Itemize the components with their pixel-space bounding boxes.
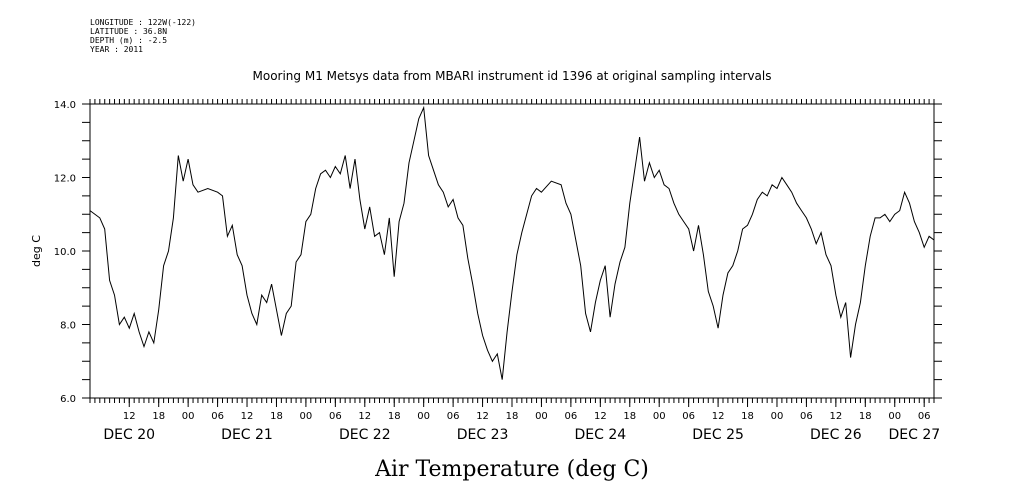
y-axis-label: deg C — [30, 235, 43, 267]
plot-frame — [89, 103, 935, 399]
x-axis: 12 18 00 06 12 18 00 06 12 18 00 06 12 18 00 06 12 18 00 06… — [89, 99, 941, 443]
x-hour-label: 18 — [152, 411, 165, 422]
x-hour-label: 06 — [211, 411, 224, 422]
x-hour-label: 12 — [476, 411, 489, 422]
x-hour-label: 12 — [594, 411, 607, 422]
year-text: YEAR : 2011 — [90, 45, 143, 54]
chart-title: Mooring M1 Metsys data from MBARI instru… — [253, 69, 772, 83]
x-hour-label: 00 — [535, 411, 548, 422]
x-hour-label: 12 — [829, 411, 842, 422]
x-day-label: DEC 20 — [103, 427, 155, 443]
x-hour-label: 18 — [859, 411, 872, 422]
x-hour-label: 00 — [888, 411, 901, 422]
x-axis-label: Air Temperature (deg C) — [374, 457, 649, 482]
x-hour-label: 18 — [623, 411, 636, 422]
x-hour-label: 18 — [270, 411, 283, 422]
x-hour-label: 12 — [241, 411, 254, 422]
y-tick-label: 6.0 — [60, 394, 76, 405]
depth-text: DEPTH (m) : -2.5 — [90, 36, 168, 45]
y-tick-label: 10.0 — [54, 247, 76, 258]
x-hour-label: 06 — [682, 411, 695, 422]
x-hour-label: 00 — [771, 411, 784, 422]
x-hour-label: 18 — [741, 411, 754, 422]
latitude-text: LATITUDE : 36.8N — [90, 27, 168, 36]
metadata-block: LONGITUDE : 122W(-122) LATITUDE : 36.8N … — [90, 18, 196, 54]
x-hour-label: 06 — [918, 411, 931, 422]
x-hour-label: 12 — [123, 411, 136, 422]
x-hour-label: 00 — [300, 411, 313, 422]
x-hour-label: 12 — [358, 411, 371, 422]
x-hour-label: 06 — [447, 411, 460, 422]
x-day-label: DEC 25 — [692, 427, 744, 443]
temperature-series-line — [89, 105, 935, 380]
x-hour-label: 18 — [506, 411, 519, 422]
x-day-label: DEC 23 — [457, 427, 509, 443]
y-axis: 6.0 8.0 10.0 12.0 14.0 — [54, 100, 942, 405]
longitude-text: LONGITUDE : 122W(-122) — [90, 18, 196, 27]
y-tick-label: 12.0 — [54, 174, 76, 185]
x-day-label: DEC 21 — [221, 427, 273, 443]
x-hour-label: 00 — [417, 411, 430, 422]
x-day-label: DEC 22 — [339, 427, 391, 443]
x-hour-label: 06 — [329, 411, 342, 422]
x-hour-label: 18 — [388, 411, 401, 422]
x-hour-label: 06 — [565, 411, 578, 422]
x-hour-label: 00 — [653, 411, 666, 422]
x-hour-label: 12 — [712, 411, 725, 422]
x-hour-label: 06 — [800, 411, 813, 422]
x-day-label: DEC 26 — [810, 427, 862, 443]
y-tick-label: 14.0 — [54, 100, 76, 111]
x-hour-label: 00 — [182, 411, 195, 422]
x-day-label: DEC 27 — [889, 427, 941, 443]
x-day-label: DEC 24 — [574, 427, 626, 443]
y-tick-label: 8.0 — [60, 321, 76, 332]
